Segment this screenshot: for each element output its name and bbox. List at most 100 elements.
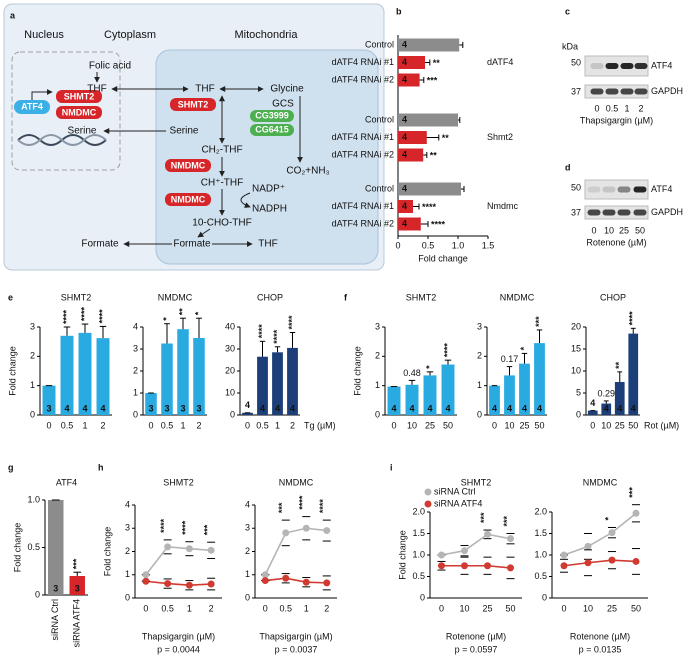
category-label: 2 [290, 420, 295, 430]
node: GCS [272, 99, 294, 110]
band [587, 186, 601, 193]
significance: *** [502, 515, 512, 526]
category-label: 50 [631, 603, 641, 613]
arrow [31, 89, 53, 100]
bar [78, 332, 92, 415]
marker-label: 37 [571, 207, 581, 217]
node: Formate [81, 239, 119, 250]
band [602, 186, 616, 193]
n-label: 4 [617, 403, 622, 413]
y-tick-label: 0 [30, 409, 35, 419]
bar [423, 375, 437, 415]
x-tick-label: 0 [395, 240, 400, 250]
node: Folic acid [89, 61, 131, 72]
n-label: 3 [53, 583, 58, 593]
n-label: 4 [290, 403, 295, 413]
y-tick-label: 1.5 [412, 528, 425, 538]
significance: **** [61, 309, 71, 324]
y-tick-label: 2.0 [534, 506, 547, 516]
bar [398, 131, 427, 144]
y-tick-label: 0 [230, 409, 235, 419]
category-label: Control [365, 114, 394, 124]
bar [242, 412, 253, 415]
marker-label: 37 [571, 86, 581, 96]
node: NMDMC [171, 194, 206, 204]
band [634, 88, 648, 95]
significance: **** [181, 520, 191, 535]
significance: * [161, 317, 171, 321]
point [164, 580, 172, 588]
n-label: 4 [245, 400, 250, 410]
category-label: 0 [391, 420, 396, 430]
n-label: 4 [402, 74, 407, 84]
group-label: dATF4 [487, 57, 513, 67]
y-tick-label: 2 [30, 351, 35, 361]
y-axis-label: Fold change [397, 530, 407, 580]
point [323, 527, 331, 535]
y-tick-label: 0 [576, 409, 581, 419]
category-label: 10 [583, 603, 593, 613]
lane-label: 0 [594, 103, 599, 113]
lane-label: 2 [638, 103, 643, 113]
nucleus-box [11, 51, 121, 171]
arrow [197, 228, 211, 238]
series-line [264, 527, 327, 576]
y-tick-label: 2 [375, 351, 380, 361]
significance: *** [479, 512, 489, 523]
blot-strip [584, 205, 649, 220]
x-axis-label: Tg (µM) [304, 420, 336, 430]
bar [272, 352, 283, 415]
n-label: 4 [402, 132, 407, 142]
bar [287, 347, 298, 415]
bar [145, 393, 157, 415]
pill [250, 110, 294, 122]
group-label: Shmt2 [487, 132, 513, 142]
bar [398, 148, 424, 162]
category-label: 0 [590, 420, 595, 430]
pill [250, 124, 294, 136]
point [560, 551, 568, 559]
y-tick-label: 1.0 [534, 549, 547, 559]
pill [56, 90, 102, 103]
node: Serine [170, 126, 199, 137]
bar [48, 500, 64, 595]
significance: **** [431, 219, 446, 229]
bar [614, 382, 625, 415]
y-tick-label: 30 [225, 343, 235, 353]
n-label: 4 [391, 403, 396, 413]
n-label: 4 [402, 201, 407, 211]
node: ATF4 [21, 101, 43, 111]
y-tick-label: 2 [133, 365, 138, 375]
node: Serine [68, 126, 97, 137]
category-label: 1 [180, 420, 185, 430]
n-label: 4 [492, 403, 497, 413]
y-tick-label: 0 [133, 409, 138, 419]
n-label: 4 [275, 403, 280, 413]
category-label: 0.5 [61, 420, 74, 430]
significance: ** [442, 133, 450, 143]
band [590, 63, 604, 69]
significance: * [603, 516, 613, 520]
lane-label: 1 [624, 103, 629, 113]
point [632, 509, 640, 517]
n-label: 4 [402, 183, 407, 193]
point [207, 546, 215, 554]
category-label: 0 [148, 420, 153, 430]
y-tick-label: 1.5 [534, 528, 547, 538]
point [584, 559, 592, 567]
category-label: 0 [439, 603, 444, 613]
y-tick-label: 1.0 [412, 549, 425, 559]
point [484, 530, 491, 538]
lane-label: 10 [604, 225, 614, 235]
y-tick-label: 2 [125, 546, 130, 556]
panel-label: i [390, 462, 393, 472]
x-axis-label: Thapsigargin (µM) [259, 631, 332, 641]
chart-title: NMDMC [158, 292, 193, 302]
y-tick-label: 0 [245, 592, 250, 602]
legend-marker [424, 500, 432, 508]
marker-label: 50 [571, 57, 581, 67]
y-tick-label: 4 [125, 499, 130, 509]
category-label: 10 [504, 420, 514, 430]
significance: ** [177, 308, 187, 316]
